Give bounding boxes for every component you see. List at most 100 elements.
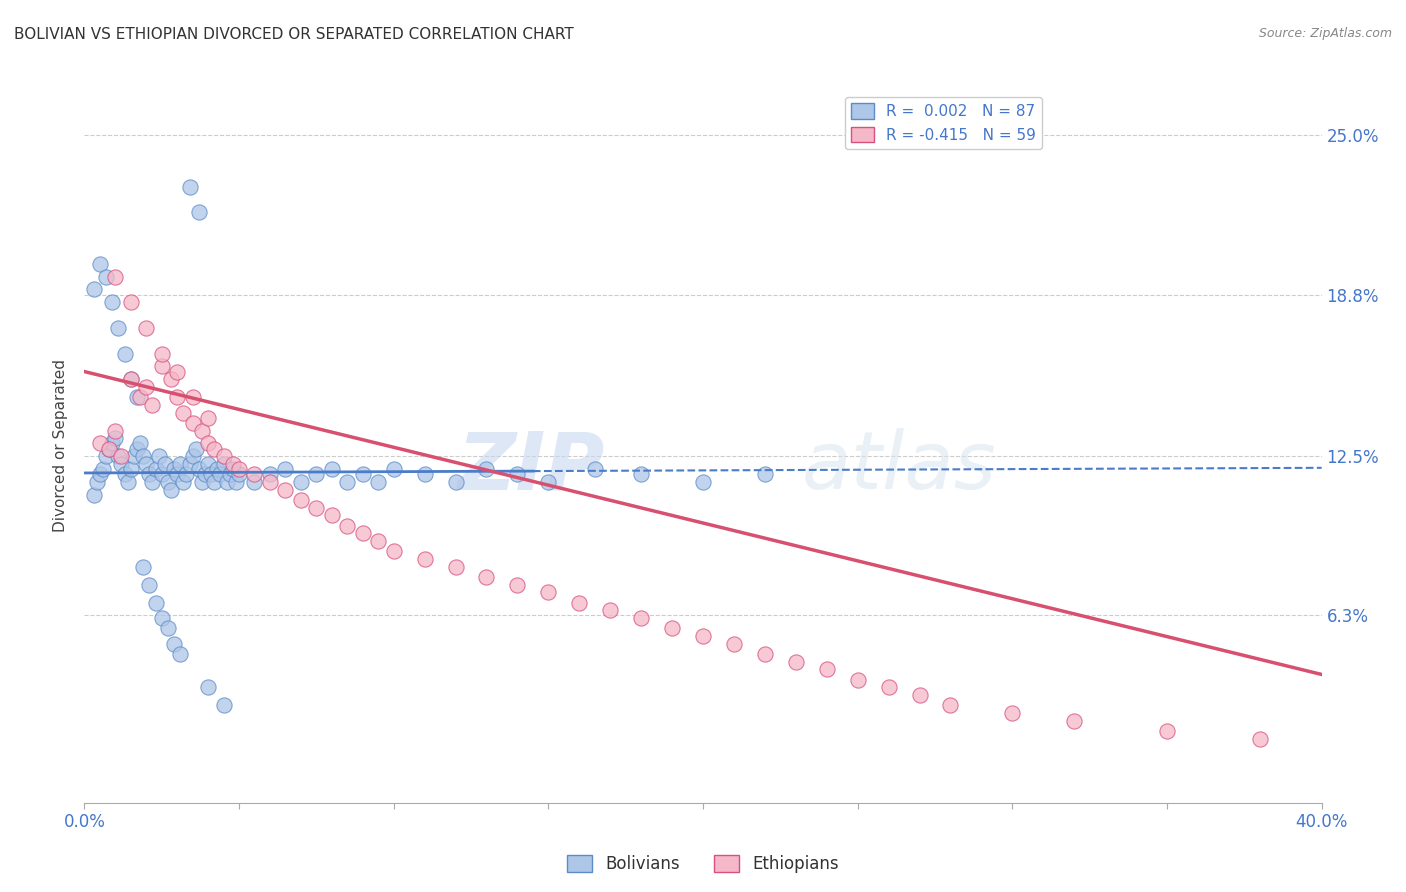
Point [110, 457, 132, 471]
Point [202, 442, 225, 456]
Point [583, 462, 606, 476]
Point [166, 390, 188, 404]
Point [179, 179, 201, 194]
Point [181, 390, 204, 404]
Point [104, 424, 127, 438]
Point [150, 611, 173, 625]
Point [132, 559, 155, 574]
Point [107, 450, 129, 464]
Point [846, 673, 869, 687]
Point [169, 647, 191, 661]
Point [83, 488, 105, 502]
Point [815, 662, 838, 676]
Text: BOLIVIAN VS ETHIOPIAN DIVORCED OR SEPARATED CORRELATION CHART: BOLIVIAN VS ETHIOPIAN DIVORCED OR SEPARA… [14, 27, 574, 42]
Point [568, 596, 591, 610]
Point [150, 346, 173, 360]
Point [153, 457, 176, 471]
Point [537, 585, 560, 599]
Point [274, 483, 297, 497]
Point [184, 442, 207, 456]
Point [141, 475, 163, 489]
Point [321, 462, 343, 476]
Point [98, 442, 121, 456]
Point [110, 450, 132, 464]
Point [475, 570, 498, 584]
Point [163, 462, 186, 476]
Point [91, 462, 114, 476]
Point [197, 436, 219, 450]
Point [692, 629, 714, 643]
Point [222, 462, 245, 476]
Point [89, 467, 111, 482]
Point [382, 544, 405, 558]
Point [754, 467, 776, 482]
Point [939, 698, 962, 713]
Point [138, 577, 160, 591]
Point [413, 467, 436, 482]
Point [150, 467, 173, 482]
Point [98, 442, 121, 456]
Point [225, 475, 247, 489]
Point [228, 467, 250, 482]
Point [630, 467, 652, 482]
Point [117, 475, 139, 489]
Point [215, 475, 238, 489]
Point [413, 552, 436, 566]
Point [148, 450, 170, 464]
Point [101, 436, 124, 450]
Point [169, 457, 191, 471]
Point [197, 457, 219, 471]
Point [202, 475, 225, 489]
Point [352, 526, 374, 541]
Point [228, 462, 250, 476]
Point [444, 559, 467, 574]
Point [83, 282, 105, 296]
Point [367, 533, 389, 548]
Point [212, 698, 235, 713]
Point [135, 380, 157, 394]
Point [537, 475, 560, 489]
Point [172, 406, 194, 420]
Point [120, 372, 142, 386]
Point [132, 450, 155, 464]
Point [1063, 714, 1085, 728]
Point [243, 475, 266, 489]
Point [163, 637, 186, 651]
Point [191, 475, 214, 489]
Point [197, 681, 219, 695]
Point [218, 467, 240, 482]
Point [352, 467, 374, 482]
Point [785, 655, 807, 669]
Point [166, 365, 188, 379]
Point [209, 467, 232, 482]
Point [89, 257, 111, 271]
Point [156, 621, 179, 635]
Point [506, 467, 529, 482]
Point [692, 475, 714, 489]
Point [101, 295, 124, 310]
Point [179, 457, 201, 471]
Point [212, 450, 235, 464]
Text: Source: ZipAtlas.com: Source: ZipAtlas.com [1258, 27, 1392, 40]
Point [336, 475, 359, 489]
Point [125, 442, 148, 456]
Point [1249, 731, 1271, 746]
Point [382, 462, 405, 476]
Point [187, 462, 209, 476]
Point [444, 475, 467, 489]
Point [723, 637, 745, 651]
Point [207, 462, 229, 476]
Point [138, 467, 160, 482]
Point [166, 467, 188, 482]
Point [120, 295, 142, 310]
Point [212, 457, 235, 471]
Point [114, 346, 136, 360]
Point [877, 681, 900, 695]
Point [191, 424, 214, 438]
Point [135, 457, 157, 471]
Point [243, 467, 266, 482]
Point [290, 492, 312, 507]
Point [150, 359, 173, 374]
Point [197, 410, 219, 425]
Point [506, 577, 529, 591]
